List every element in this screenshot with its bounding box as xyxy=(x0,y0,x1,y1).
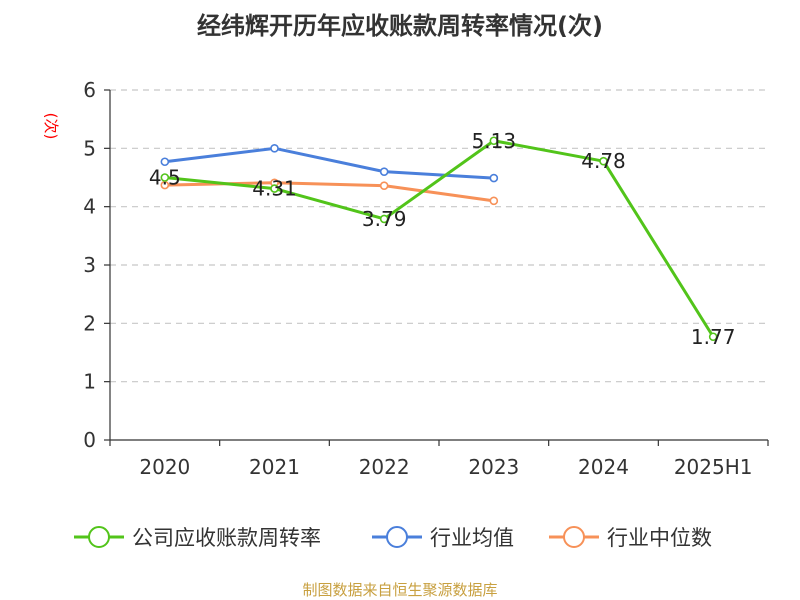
x-tick-label: 2020 xyxy=(139,455,190,479)
y-tick-label: 5 xyxy=(83,136,96,160)
data-label: 4.78 xyxy=(581,149,626,173)
x-tick-label: 2023 xyxy=(468,455,519,479)
y-tick-label: 2 xyxy=(83,311,96,335)
data-point[interactable] xyxy=(489,196,499,206)
series-line-0 xyxy=(164,139,715,338)
y-tick-label: 1 xyxy=(83,370,96,394)
axes: 0 1 2 3 4 5 6 2020 2021 2022 2023 2024 2025H1 xyxy=(83,78,769,479)
data-label: 3.79 xyxy=(362,207,407,231)
y-axis-label: (次) xyxy=(42,113,60,140)
series-line-1 xyxy=(164,146,494,180)
data-label: 5.13 xyxy=(472,129,517,153)
x-tick-label: 2021 xyxy=(249,455,300,479)
series-line-2 xyxy=(164,181,495,203)
data-point[interactable] xyxy=(270,144,279,153)
y-tick-label: 4 xyxy=(83,195,96,219)
data-point[interactable] xyxy=(270,184,279,193)
y-tick-label: 0 xyxy=(83,428,96,452)
legend-label[interactable]: 行业均值 xyxy=(430,526,514,550)
data-point[interactable] xyxy=(489,173,499,183)
data-label: 1.77 xyxy=(691,325,736,349)
data-point[interactable] xyxy=(160,173,170,182)
legend-marker xyxy=(88,526,110,548)
legend-marker xyxy=(563,526,585,548)
y-tick-label: 6 xyxy=(83,78,96,102)
grid-lines xyxy=(110,89,768,383)
data-point[interactable] xyxy=(489,136,499,146)
data-point[interactable] xyxy=(379,181,389,190)
series-group xyxy=(160,136,718,342)
data-labels: 4.5 4.31 3.79 5.13 4.78 1.77 xyxy=(149,129,736,349)
source-note: 制图数据来自恒生聚源数据库 xyxy=(302,581,497,599)
data-label: 4.31 xyxy=(252,177,297,201)
data-label: 4.5 xyxy=(149,166,181,190)
data-point[interactable] xyxy=(708,332,718,342)
legend[interactable]: 公司应收账款周转率 行业均值 行业中位数 xyxy=(74,526,712,550)
data-point[interactable] xyxy=(599,156,608,166)
x-tick-label: 2022 xyxy=(359,455,410,479)
x-tick-label: 2024 xyxy=(578,455,629,479)
legend-label[interactable]: 公司应收账款周转率 xyxy=(132,526,321,550)
x-tick-label: 2025H1 xyxy=(674,455,753,479)
legend-marker xyxy=(386,526,408,548)
data-point[interactable] xyxy=(160,157,170,167)
data-point[interactable] xyxy=(379,214,389,224)
chart-title: 经纬辉开历年应收账款周转率情况(次) xyxy=(197,12,603,40)
data-point[interactable] xyxy=(379,167,389,176)
y-tick-label: 3 xyxy=(83,253,96,277)
legend-label[interactable]: 行业中位数 xyxy=(607,526,712,550)
